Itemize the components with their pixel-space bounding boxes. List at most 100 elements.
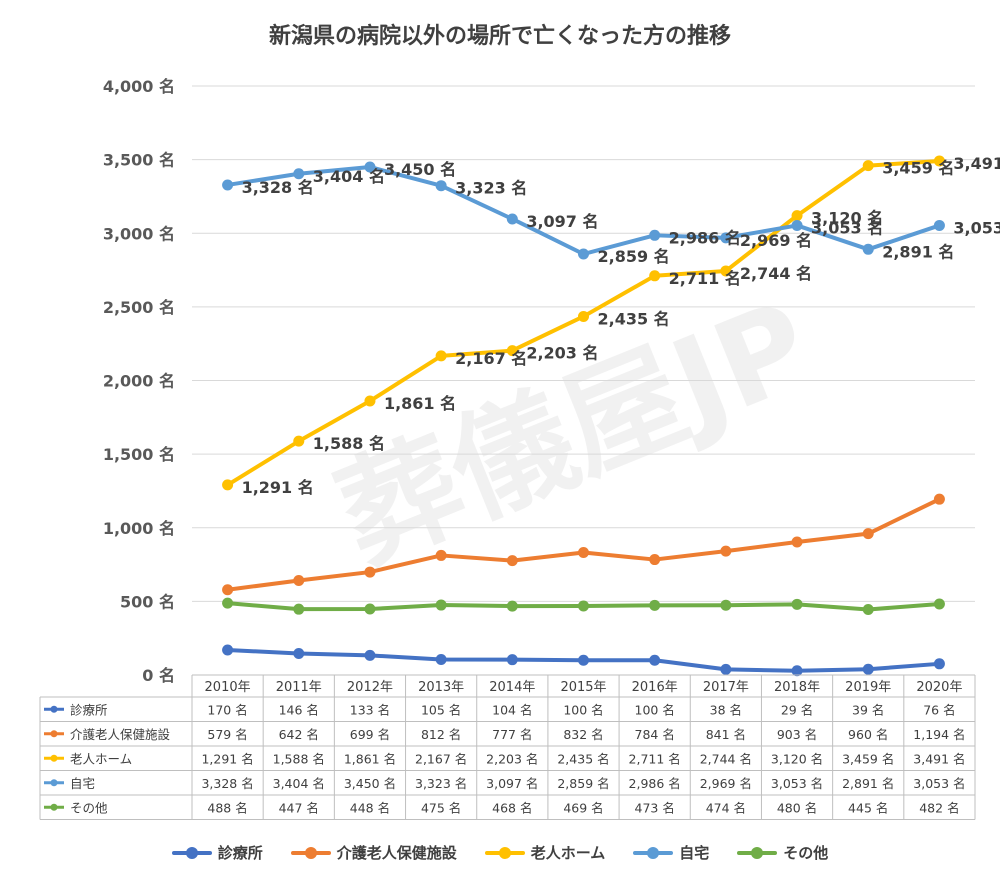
table-cell: 3,450 名 — [344, 776, 396, 791]
data-label-3-10: 3,053 名 — [953, 218, 1000, 237]
x-tick-label: 2012年 — [347, 680, 393, 695]
table-cell: 39 名 — [852, 702, 884, 717]
y-tick-label: 2,500 名 — [103, 298, 175, 317]
table-cell: 2,167 名 — [415, 751, 467, 766]
chart-title: 新潟県の病院以外の場所で亡くなった方の推移 — [268, 24, 731, 49]
data-label-2-4: 2,203 名 — [526, 344, 598, 363]
table-cell: 146 名 — [279, 702, 319, 717]
data-point-1-1 — [293, 574, 305, 586]
x-tick-label: 2018年 — [774, 680, 820, 695]
table-cell: 903 名 — [777, 727, 817, 742]
table-series-name: 老人ホーム — [70, 751, 132, 766]
table-cell: 2,859 名 — [557, 776, 609, 791]
table-legend-marker — [50, 803, 58, 811]
legend-label: 自宅 — [679, 844, 710, 862]
table-cell: 445 名 — [848, 800, 888, 815]
data-point-4-5 — [578, 600, 589, 612]
data-point-4-2 — [364, 603, 376, 615]
data-point-3-9 — [862, 243, 874, 255]
table-cell: 784 名 — [635, 727, 675, 742]
table-legend-marker — [50, 754, 58, 762]
table-cell: 480 名 — [777, 800, 817, 815]
table-cell: 3,328 名 — [201, 776, 253, 791]
data-point-3-5 — [578, 248, 589, 260]
legend-swatch — [171, 846, 212, 859]
table-series-name: 介護老人保健施設 — [70, 727, 171, 742]
table-cell: 3,097 名 — [486, 776, 538, 791]
data-point-2-9 — [862, 160, 874, 172]
y-tick-label: 2,000 名 — [103, 372, 175, 391]
table-cell: 100 名 — [635, 702, 675, 717]
data-label-2-7: 2,744 名 — [740, 264, 812, 283]
table-cell: 1,291 名 — [201, 751, 253, 766]
table-series-name: 自宅 — [70, 776, 95, 791]
table-legend-marker — [50, 730, 58, 738]
data-point-0-0 — [222, 644, 234, 656]
table-cell: 447 名 — [279, 800, 319, 815]
data-point-2-7 — [720, 265, 732, 277]
data-point-3-1 — [293, 168, 305, 180]
data-label-3-6: 2,986 名 — [669, 228, 741, 247]
table-series-name: 診療所 — [70, 702, 108, 717]
table-cell: 488 名 — [207, 800, 247, 815]
table-cell: 100 名 — [563, 702, 603, 717]
data-point-0-9 — [862, 663, 874, 675]
y-tick-label: 500 名 — [120, 592, 175, 611]
data-label-3-4: 3,097 名 — [526, 212, 598, 231]
data-point-4-8 — [791, 598, 803, 610]
data-label-3-1: 3,404 名 — [313, 167, 385, 186]
data-label-2-3: 2,167 名 — [455, 349, 527, 368]
data-point-2-5 — [578, 310, 589, 322]
data-point-3-2 — [364, 161, 376, 173]
legend-label: 老人ホーム — [530, 844, 606, 862]
data-point-2-0 — [222, 479, 234, 491]
table-cell: 2,711 名 — [629, 751, 681, 766]
data-point-1-9 — [862, 528, 874, 540]
table-cell: 3,323 名 — [415, 776, 467, 791]
table-cell: 475 名 — [421, 800, 461, 815]
data-point-3-4 — [506, 213, 518, 225]
data-point-3-10 — [933, 219, 945, 231]
data-label-3-5: 2,859 名 — [598, 247, 670, 266]
table-cell: 777 名 — [492, 727, 532, 742]
data-point-1-4 — [506, 555, 518, 567]
x-tick-label: 2019年 — [845, 680, 891, 695]
data-point-1-8 — [791, 536, 803, 548]
table-cell: 3,053 名 — [913, 776, 965, 791]
legend-swatch — [737, 846, 778, 859]
table-legend-marker — [50, 705, 58, 713]
data-label-3-3: 3,323 名 — [455, 179, 527, 198]
table-cell: 960 名 — [848, 727, 888, 742]
table-cell: 3,053 名 — [771, 776, 823, 791]
y-tick-label: 3,500 名 — [103, 151, 175, 170]
table-cell: 29 名 — [781, 702, 813, 717]
y-tick-label: 4,000 名 — [103, 77, 175, 96]
table-cell: 170 名 — [207, 702, 247, 717]
data-point-1-0 — [222, 584, 234, 596]
data-label-3-2: 3,450 名 — [384, 160, 456, 179]
table-cell: 812 名 — [421, 727, 461, 742]
table-cell: 642 名 — [279, 727, 319, 742]
x-tick-label: 2010年 — [205, 680, 251, 695]
data-point-3-7 — [720, 232, 732, 244]
data-label-2-5: 2,435 名 — [598, 309, 670, 328]
y-tick-label: 1,500 名 — [103, 445, 175, 464]
data-point-1-3 — [435, 549, 447, 561]
y-tick-label: 3,000 名 — [103, 224, 175, 243]
legend-item: 介護老人保健施設 — [290, 842, 457, 863]
data-point-4-6 — [649, 599, 661, 611]
data-point-0-6 — [649, 654, 661, 666]
table-cell: 1,194 名 — [913, 727, 965, 742]
data-point-3-0 — [222, 179, 234, 191]
table-cell: 133 名 — [350, 702, 390, 717]
x-tick-label: 2014年 — [489, 680, 535, 695]
data-point-2-3 — [435, 350, 447, 362]
legend-item: 自宅 — [633, 842, 709, 863]
legend-label: 介護老人保健施設 — [336, 844, 457, 862]
table-cell: 76 名 — [923, 702, 955, 717]
data-point-0-10 — [933, 658, 945, 670]
table-cell: 105 名 — [421, 702, 461, 717]
legend-item: 診療所 — [171, 842, 263, 863]
legend-label: その他 — [783, 844, 829, 862]
